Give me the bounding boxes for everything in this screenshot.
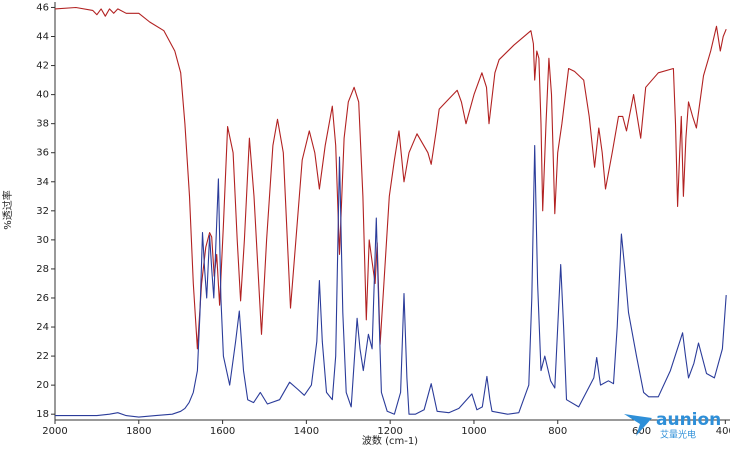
y-tick-label: 20 [36, 380, 49, 391]
y-tick-label: 32 [36, 206, 49, 217]
x-tick-label: 1000 [461, 426, 486, 437]
y-tick-label: 40 [36, 90, 49, 101]
y-tick-label: 36 [36, 148, 49, 159]
y-tick-label: 38 [36, 119, 49, 130]
y-tick-label: 26 [36, 293, 49, 304]
y-tick-label: 42 [36, 61, 49, 72]
logo-name: aunion [656, 410, 721, 430]
logo-subtitle: 艾量光电 [660, 429, 696, 441]
x-tick-label: 400 [716, 426, 730, 437]
y-axis-title: %透过率 [1, 190, 14, 230]
y-tick-label: 46 [36, 2, 49, 13]
y-tick-label: 24 [36, 322, 49, 333]
x-tick-label: 1800 [126, 426, 151, 437]
x-tick-label: 1200 [377, 426, 402, 437]
x-axis-title: 波数 (cm-1) [362, 434, 418, 447]
y-tick-label: 44 [36, 32, 49, 43]
y-tick-label: 34 [36, 177, 49, 188]
x-tick-label: 800 [548, 426, 567, 437]
spectrum-line [55, 144, 727, 418]
logo-icon [624, 414, 652, 436]
x-tick-label: 1400 [294, 426, 319, 437]
x-tick-label: 1600 [210, 426, 235, 437]
y-tick-label: 28 [36, 264, 49, 275]
y-tick-label: 22 [36, 351, 49, 362]
y-tick-label: 30 [36, 235, 49, 246]
y-tick-label: 18 [36, 409, 49, 420]
spectrum-line [54, 6, 727, 350]
x-tick-label: 2000 [42, 426, 67, 437]
logo: aunion 艾量光电 [624, 410, 721, 441]
x-tick-label: 600 [632, 426, 651, 437]
